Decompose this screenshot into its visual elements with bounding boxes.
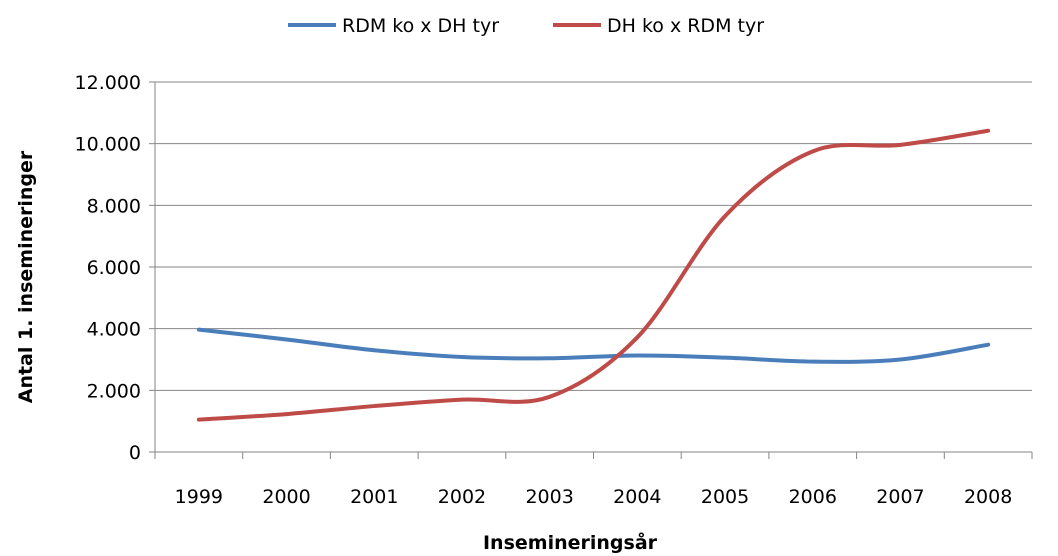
x-tick-label: 2000	[262, 486, 310, 508]
x-tick-label: 2001	[350, 486, 398, 508]
y-axis-title: Antal 1. insemineringer	[15, 150, 37, 403]
x-tick-label: 2005	[701, 486, 749, 508]
y-tick-label: 4.000	[87, 319, 141, 341]
y-tick-label: 0	[129, 442, 141, 464]
gridlines	[155, 82, 1032, 390]
x-axis: 1999 2000 2001 2002 2003 2004 2005 2006 2007 2008	[155, 452, 1032, 508]
series-line-2	[199, 131, 988, 420]
y-axis-ticks: 0 2.000 4.000 6.000 8.000 10.000 12.000	[75, 72, 155, 464]
plot-lines	[199, 131, 988, 420]
x-tick-label: 2007	[876, 486, 924, 508]
x-tick-label: 2004	[613, 486, 661, 508]
y-tick-label: 8.000	[87, 195, 141, 217]
legend-label: DH ko x RDM tyr	[607, 15, 764, 37]
series-line-1	[199, 330, 988, 362]
x-tick-label: 2003	[525, 486, 573, 508]
y-tick-label: 6.000	[87, 257, 141, 279]
y-tick-label: 12.000	[75, 72, 141, 94]
x-tick-label: 2008	[964, 486, 1012, 508]
x-axis-title: Insemineringsår	[483, 530, 658, 554]
x-tick-label: 1999	[175, 486, 223, 508]
legend: RDM ko x DH tyr DH ko x RDM tyr	[288, 15, 764, 37]
x-tick-label: 2006	[789, 486, 837, 508]
x-tick-label: 2002	[438, 486, 486, 508]
legend-label: RDM ko x DH tyr	[342, 15, 499, 37]
y-tick-label: 2.000	[87, 380, 141, 402]
y-tick-label: 10.000	[75, 134, 141, 156]
